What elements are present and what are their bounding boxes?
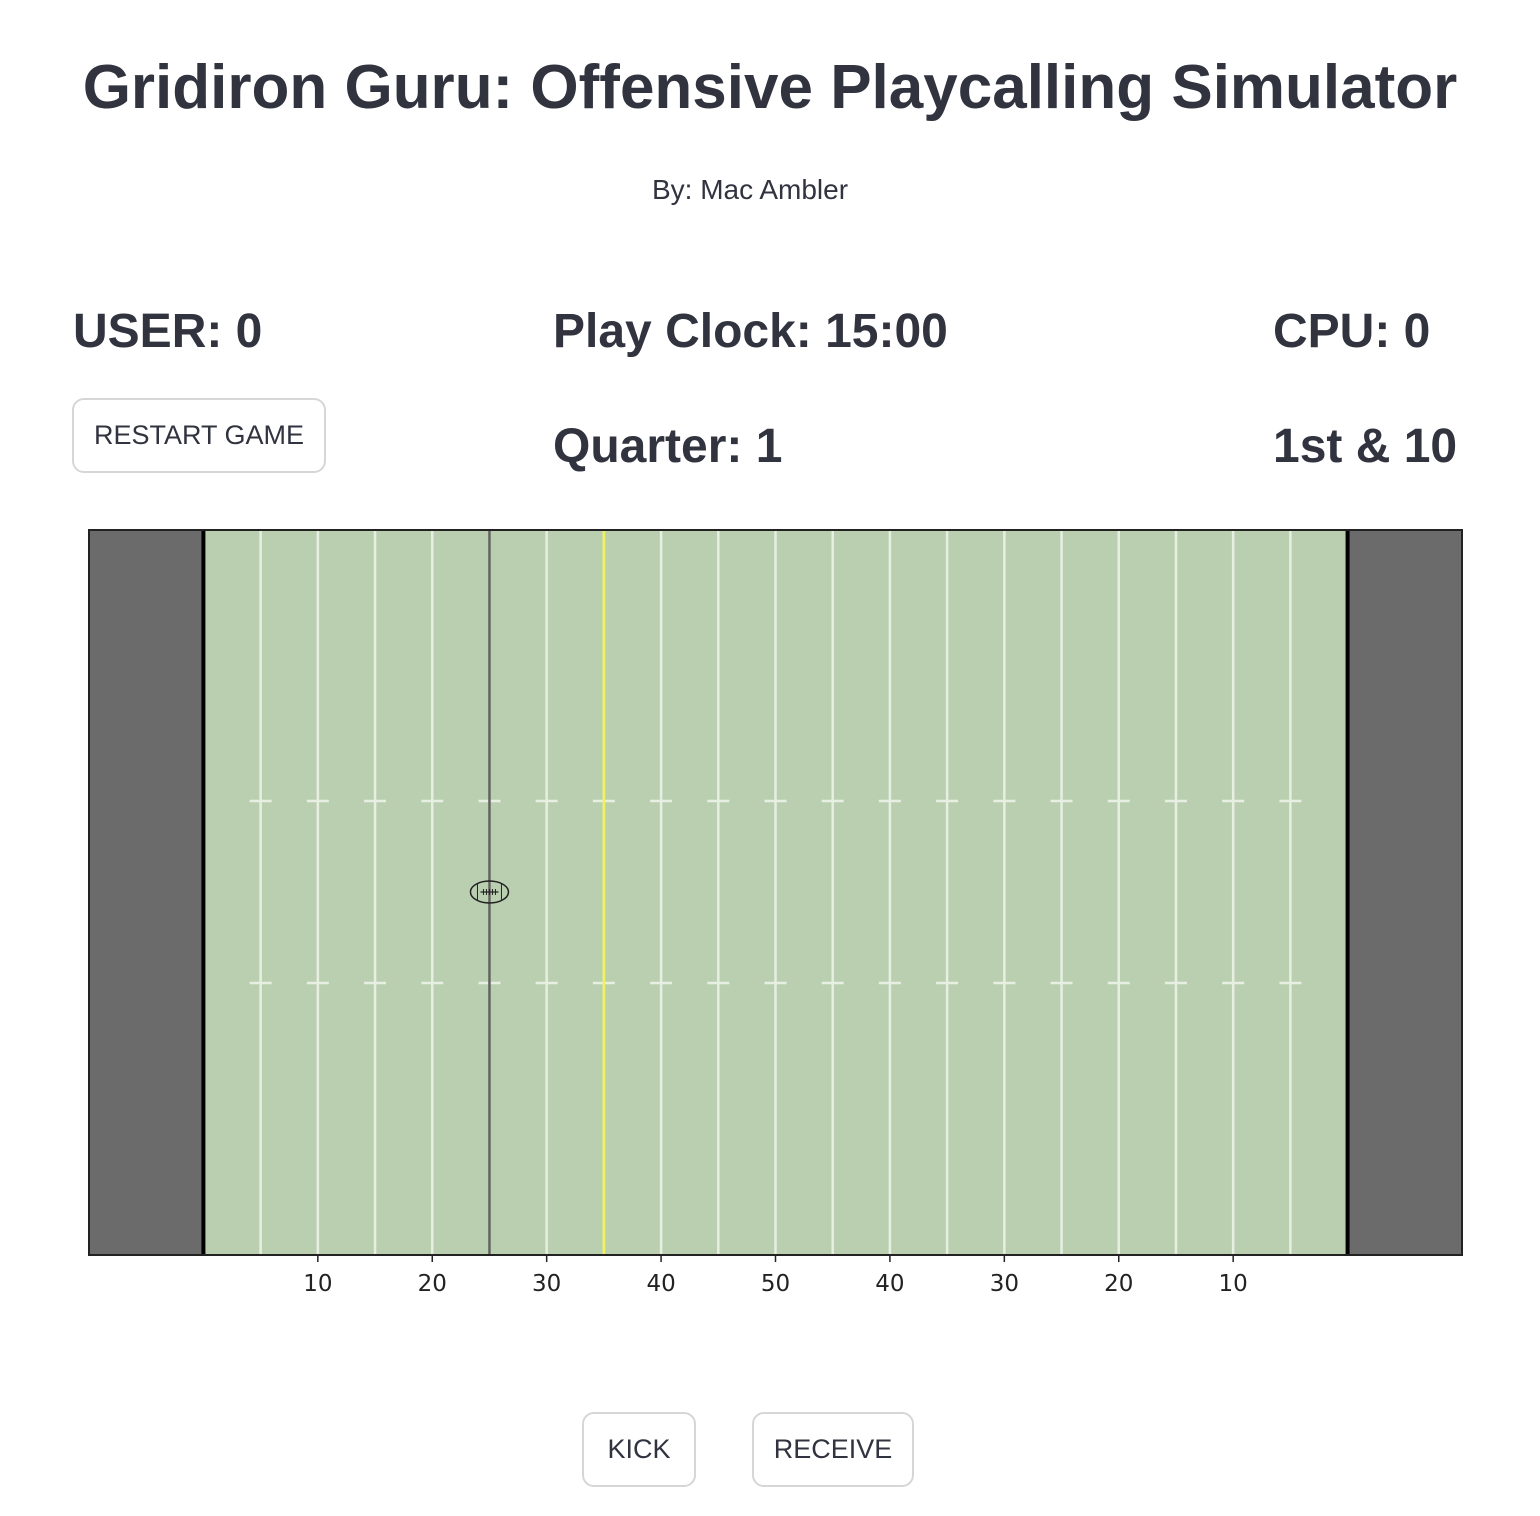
x-tick-label: 10 [1219, 1271, 1248, 1297]
down-distance: 1st & 10 [1273, 420, 1458, 473]
x-tick-label: 20 [1104, 1271, 1133, 1297]
title: Gridiron Guru: Offensive Playcalling Sim… [82, 53, 1458, 122]
play-clock: Play Clock: 15:00 [553, 305, 948, 358]
x-tick-label: 50 [761, 1271, 790, 1297]
x-tick-label: 20 [418, 1271, 447, 1297]
user-score: USER: 0 [73, 305, 263, 358]
x-tick-label: 40 [646, 1271, 675, 1297]
x-tick-label: 30 [532, 1271, 561, 1297]
football [469, 880, 510, 904]
x-tick-label: 30 [990, 1271, 1019, 1297]
byline: By: Mac Ambler [651, 174, 849, 205]
restart-button[interactable]: RESTART GAME [72, 398, 326, 473]
x-tick-label: 10 [303, 1271, 332, 1297]
endzone [89, 530, 204, 1255]
cpu-score: CPU: 0 [1273, 305, 1431, 358]
kick-button[interactable]: KICK [582, 1412, 696, 1487]
x-tick-label: 40 [875, 1271, 904, 1297]
endzone [1347, 530, 1462, 1255]
quarter: Quarter: 1 [553, 420, 783, 473]
receive-button[interactable]: RECEIVE [752, 1412, 914, 1487]
